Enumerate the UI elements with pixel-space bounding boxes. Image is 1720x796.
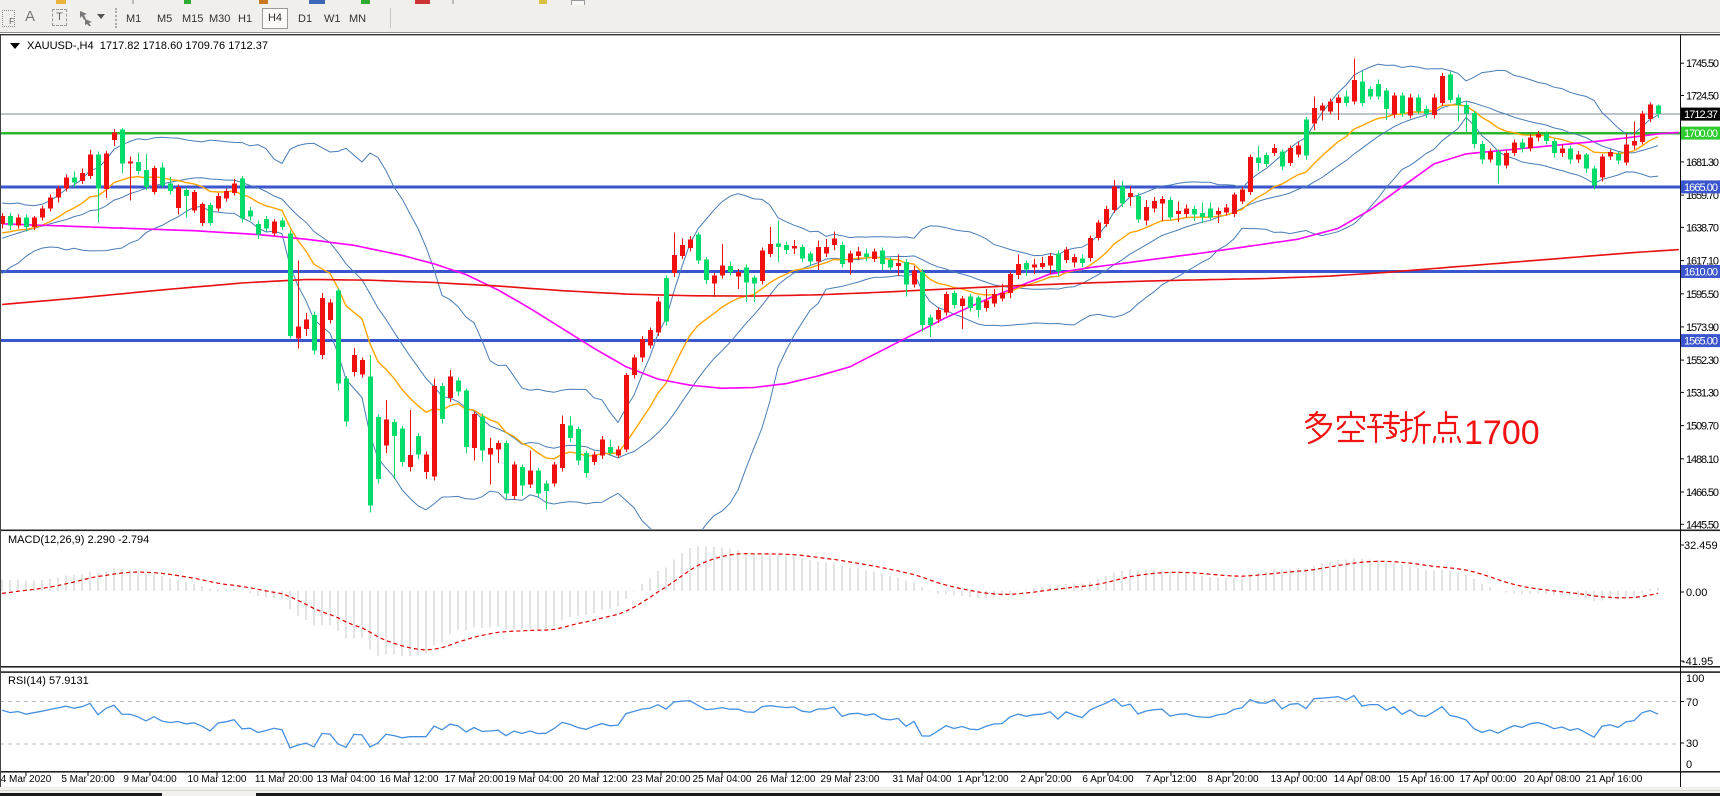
svg-text:31 Mar 04:00: 31 Mar 04:00 <box>893 774 952 785</box>
svg-text:25 Mar 04:00: 25 Mar 04:00 <box>693 774 752 785</box>
svg-text:32.459: 32.459 <box>1684 540 1718 552</box>
svg-text:1445.50: 1445.50 <box>1686 519 1719 531</box>
svg-text:10 Mar 12:00: 10 Mar 12:00 <box>188 774 247 785</box>
svg-text:XAUUSD-,H4 1717.82 1718.60 17: XAUUSD-,H4 1717.82 1718.60 1709.76 1712.… <box>27 40 268 52</box>
svg-text:1509.70: 1509.70 <box>1686 421 1719 433</box>
svg-text:1573.90: 1573.90 <box>1686 322 1719 334</box>
svg-text:5 Mar 20:00: 5 Mar 20:00 <box>61 774 115 785</box>
svg-text:RSI(14) 57.9131: RSI(14) 57.9131 <box>8 675 89 687</box>
svg-text:1466.50: 1466.50 <box>1686 487 1719 499</box>
svg-text:1745.50: 1745.50 <box>1686 58 1719 70</box>
svg-text:MACD(12,26,9) 2.290 -2.794: MACD(12,26,9) 2.290 -2.794 <box>8 534 149 546</box>
svg-text:8 Apr 20:00: 8 Apr 20:00 <box>1207 774 1259 785</box>
svg-text:1638.70: 1638.70 <box>1686 222 1719 234</box>
svg-text:21 Apr 16:00: 21 Apr 16:00 <box>1586 774 1643 785</box>
svg-text:16 Mar 12:00: 16 Mar 12:00 <box>380 774 439 785</box>
svg-text:1565.00: 1565.00 <box>1684 336 1718 348</box>
svg-text:1700: 1700 <box>1464 414 1540 452</box>
svg-text:1488.10: 1488.10 <box>1686 454 1719 466</box>
svg-text:9 Mar 04:00: 9 Mar 04:00 <box>123 774 177 785</box>
svg-text:1552.30: 1552.30 <box>1686 355 1719 367</box>
svg-text:20 Mar 12:00: 20 Mar 12:00 <box>569 774 628 785</box>
svg-text:1595.50: 1595.50 <box>1686 289 1719 301</box>
svg-text:29 Mar 23:00: 29 Mar 23:00 <box>821 774 880 785</box>
svg-text:1724.50: 1724.50 <box>1686 91 1719 103</box>
svg-text:7 Apr 12:00: 7 Apr 12:00 <box>1145 774 1197 785</box>
svg-text:13 Mar 04:00: 13 Mar 04:00 <box>317 774 376 785</box>
svg-text:17 Apr 00:00: 17 Apr 00:00 <box>1460 774 1517 785</box>
svg-text:19 Mar 04:00: 19 Mar 04:00 <box>505 774 564 785</box>
svg-text:1610.00: 1610.00 <box>1684 267 1718 279</box>
svg-text:26 Mar 12:00: 26 Mar 12:00 <box>757 774 816 785</box>
svg-text:-41.95: -41.95 <box>1682 656 1713 668</box>
svg-text:1681.30: 1681.30 <box>1686 157 1719 169</box>
svg-text:100: 100 <box>1686 673 1704 685</box>
svg-text:2 Apr 20:00: 2 Apr 20:00 <box>1020 774 1072 785</box>
svg-text:14 Apr 08:00: 14 Apr 08:00 <box>1334 774 1391 785</box>
svg-text:20 Apr 08:00: 20 Apr 08:00 <box>1524 774 1581 785</box>
svg-text:1 Apr 12:00: 1 Apr 12:00 <box>957 774 1009 785</box>
svg-text:1712.37: 1712.37 <box>1684 109 1718 121</box>
svg-text:1531.30: 1531.30 <box>1686 387 1719 399</box>
svg-text:4 Mar 2020: 4 Mar 2020 <box>1 774 52 785</box>
svg-text:15 Apr 16:00: 15 Apr 16:00 <box>1398 774 1455 785</box>
svg-text:6 Apr 04:00: 6 Apr 04:00 <box>1082 774 1134 785</box>
svg-text:11 Mar 20:00: 11 Mar 20:00 <box>255 774 314 785</box>
svg-text:1700.00: 1700.00 <box>1684 128 1718 140</box>
svg-text:0.00: 0.00 <box>1686 587 1707 599</box>
svg-text:30: 30 <box>1686 738 1698 750</box>
svg-text:1665.00: 1665.00 <box>1684 182 1718 194</box>
svg-text:1617.10: 1617.10 <box>1686 256 1719 268</box>
svg-text:23 Mar 20:00: 23 Mar 20:00 <box>632 774 691 785</box>
svg-text:13 Apr 00:00: 13 Apr 00:00 <box>1271 774 1328 785</box>
svg-text:0: 0 <box>1686 759 1692 771</box>
svg-text:70: 70 <box>1686 697 1698 709</box>
svg-text:17 Mar 20:00: 17 Mar 20:00 <box>445 774 504 785</box>
